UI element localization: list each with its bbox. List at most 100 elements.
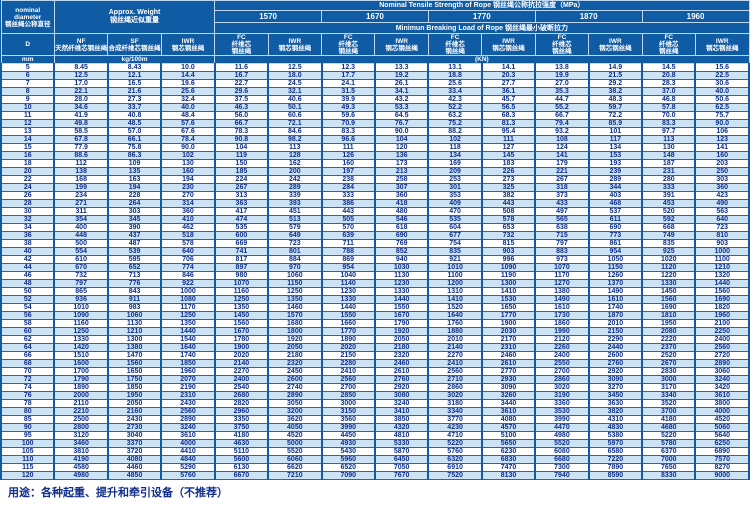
value-cell: 537	[587, 207, 644, 216]
value-cell: 670	[53, 263, 109, 272]
value-cell: 451	[267, 207, 323, 216]
value-cell: 954	[320, 263, 376, 272]
value-cell: 4630	[213, 439, 270, 448]
value-cell: 95.4	[480, 127, 537, 136]
value-cell: 2140	[427, 343, 483, 352]
value-cell: 883	[534, 247, 590, 256]
value-cell: 2170	[480, 335, 537, 344]
value-cell: 639	[320, 231, 376, 240]
value-cell: 4000	[694, 407, 750, 416]
iwr-subheader-1770: IWR 钢芯钢丝绳	[481, 33, 536, 56]
value-cell: 22.5	[694, 71, 750, 80]
value-cell: 2400	[213, 375, 270, 384]
subheader-zh: 纤维芯	[659, 41, 679, 48]
value-cell: 732	[53, 271, 109, 280]
value-cell: 360	[160, 207, 216, 216]
value-cell: 835	[427, 247, 483, 256]
nf-abbr: NF	[76, 37, 86, 45]
value-cell: 333	[641, 183, 697, 192]
value-cell: 37.5	[213, 95, 270, 104]
value-cell: 57.6	[160, 119, 216, 128]
value-cell: 1890	[320, 335, 376, 344]
value-cell: 468	[587, 199, 644, 208]
value-cell: 410	[160, 215, 216, 224]
value-cell: 669	[213, 239, 270, 248]
value-cell: 2150	[587, 327, 644, 336]
diameter-cell: 26	[0, 191, 56, 200]
table-row: 34 400 390 462 535 579 570 618 604 653 638 690 668 72…	[0, 223, 750, 232]
value-cell: 638	[534, 223, 590, 232]
nf-column-header: NF 天然纤维芯钢丝绳	[53, 33, 109, 56]
value-cell: 2140	[213, 359, 270, 368]
value-cell: 2770	[480, 367, 537, 376]
value-cell: 3200	[267, 407, 323, 416]
value-cell: 36.1	[480, 87, 537, 96]
value-cell: 2610	[373, 367, 430, 376]
value-cell: 2930	[480, 375, 537, 384]
value-cell: 4310	[587, 415, 644, 424]
value-cell: 79.4	[534, 119, 590, 128]
value-cell: 4000	[160, 439, 216, 448]
value-cell: 732	[480, 231, 537, 240]
value-cell: 141	[534, 151, 590, 160]
value-cell: 1860	[534, 319, 590, 328]
value-cell: 70.9	[320, 119, 376, 128]
value-cell: 1230	[373, 279, 430, 288]
wire-rope-spec-table: nominal diameter 钢丝绳公称直径 Approx. Weight …	[0, 0, 750, 480]
value-cell: 4190	[53, 455, 109, 464]
table-row: 85 2500 2430 2890 3350 3620 3560 3850 3770 4080 39…	[0, 415, 750, 424]
value-cell: 2050	[373, 335, 430, 344]
value-cell: 1330	[320, 295, 376, 304]
value-cell: 1920	[267, 335, 323, 344]
value-cell: 34.1	[373, 87, 430, 96]
value-cell: 213	[373, 167, 430, 176]
value-cell: 112	[53, 159, 109, 168]
value-cell: 2600	[587, 351, 644, 360]
diameter-cell: 60	[0, 327, 56, 336]
table-row: 64 1420 1380 1640 1900 2050 2020 2180 2140 2310 22…	[0, 343, 750, 352]
value-cell: 1560	[641, 295, 697, 304]
value-cell: 120	[373, 143, 430, 152]
value-cell: 1610	[534, 303, 590, 312]
value-cell: 32.4	[160, 95, 216, 104]
header-row-titles: nominal diameter 钢丝绳公称直径 Approx. Weight …	[0, 0, 750, 34]
value-cell: 4180	[213, 431, 270, 440]
value-cell: 1890	[53, 383, 109, 392]
value-cell: 393	[267, 199, 323, 208]
value-cell: 117	[587, 135, 644, 144]
value-cell: 4710	[427, 431, 483, 440]
value-cell: 230	[160, 183, 216, 192]
diameter-cell: 72	[0, 375, 56, 384]
value-cell: 17.7	[320, 71, 376, 80]
value-cell: 2540	[213, 383, 270, 392]
value-cell: 6060	[267, 455, 323, 464]
value-cell: 21.6	[106, 87, 163, 96]
table-row: 58 1160 1130 1350 1560 1680 1660 1790 1760 1900 18…	[0, 319, 750, 328]
value-cell: 25.6	[160, 87, 216, 96]
value-cell: 1130	[373, 271, 430, 280]
value-cell: 200	[267, 167, 323, 176]
value-cell: 56.5	[480, 103, 537, 112]
value-cell: 363	[213, 199, 270, 208]
value-cell: 187	[641, 159, 697, 168]
table-row: 28 271 264 314 363 393 386 418 409 443 433 468 453 49…	[0, 199, 750, 208]
table-row: 24 199 194 230 267 289 284 307 301 325 318 344 333 36…	[0, 183, 750, 192]
value-cell: 88.6	[53, 151, 109, 160]
value-cell: 185	[213, 167, 270, 176]
value-cell: 113	[641, 135, 697, 144]
value-cell: 480	[373, 207, 430, 216]
value-cell: 1350	[267, 295, 323, 304]
value-cell: 1780	[213, 335, 270, 344]
table-row: 80 2210 2160 2560 2960 3200 3150 3410 3340 3610 35…	[0, 407, 750, 416]
value-cell: 4470	[534, 423, 590, 432]
value-cell: 46.3	[213, 103, 270, 112]
diameter-cell: 90	[0, 423, 56, 432]
weight-header: Approx. Weight 钢丝绳近似重量	[53, 0, 216, 34]
value-cell: 8270	[694, 463, 750, 472]
value-cell: 1330	[373, 287, 430, 296]
value-cell: 535	[427, 215, 483, 224]
value-cell: 835	[641, 239, 697, 248]
value-cell: 797	[53, 279, 109, 288]
value-cell: 35.3	[534, 87, 590, 96]
value-cell: 1440	[373, 295, 430, 304]
